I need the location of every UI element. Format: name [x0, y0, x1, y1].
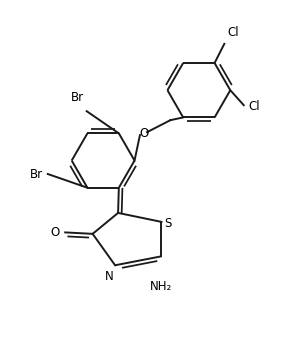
Text: N: N: [105, 270, 114, 283]
Text: O: O: [50, 226, 60, 239]
Text: O: O: [139, 127, 148, 140]
Text: S: S: [165, 217, 172, 230]
Text: Cl: Cl: [227, 26, 239, 39]
Text: Br: Br: [71, 91, 84, 104]
Text: NH₂: NH₂: [150, 280, 173, 293]
Text: Br: Br: [30, 167, 43, 181]
Text: Cl: Cl: [248, 99, 260, 113]
